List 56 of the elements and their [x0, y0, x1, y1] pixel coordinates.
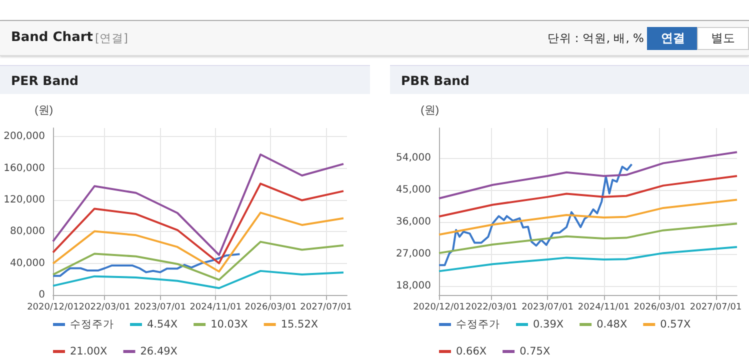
x-tick-label: 2023/07/01 [134, 302, 186, 312]
x-tick-label: 2026/03/01 [634, 302, 686, 312]
y-tick-label: 36,000 [396, 216, 431, 228]
line-series [52, 253, 241, 277]
legend-label: 26.49X [140, 346, 178, 358]
x-tick-label: 2024/11/01 [578, 302, 630, 312]
legend-label: 4.54X [147, 318, 178, 330]
line-series [438, 151, 738, 200]
legend-label: 0.75X [520, 346, 550, 358]
line-series [52, 154, 344, 256]
y-axis-title: (원) [34, 104, 53, 116]
line-series [438, 198, 738, 236]
y-tick-label: 45,000 [396, 184, 431, 196]
line-series [438, 246, 738, 272]
y-tick-label: 40,000 [10, 258, 45, 269]
y-tick-label: 80,000 [10, 226, 45, 238]
x-tick-label: 2027/07/01 [300, 302, 352, 312]
y-tick-label: 200,000 [4, 131, 45, 142]
y-tick-label: 0 [38, 290, 45, 300]
x-tick-label: 2020/12/01 [27, 302, 79, 312]
x-tick-label: 2027/07/01 [690, 302, 742, 312]
line-series [52, 212, 344, 273]
line-series [438, 174, 738, 218]
y-tick-label: 18,000 [396, 280, 431, 292]
text: [연결] [95, 31, 128, 46]
line-series [438, 163, 633, 266]
legend-label: 21.00X [70, 346, 108, 358]
line-series [52, 270, 344, 290]
legend-label: 15.52X [280, 318, 318, 330]
line-series [438, 222, 738, 254]
legend-label: 0.48X [596, 318, 628, 330]
line-series [52, 240, 344, 281]
x-tick-label: 2020/12/01 [413, 302, 465, 312]
legend-label: 수정주가 [456, 318, 500, 330]
y-tick-label: 27,000 [396, 248, 431, 260]
x-tick-label: 2023/07/01 [522, 302, 574, 312]
x-tick-label: 2022/03/01 [465, 302, 518, 312]
text: 연결 [647, 27, 699, 50]
legend-label: 0.39X [533, 318, 564, 330]
chart-title: PBR Band [390, 65, 749, 94]
y-tick-label: 120,000 [4, 194, 45, 206]
text: Band Chart [11, 30, 93, 45]
text: 단위 : 억원, 배, % [547, 31, 644, 46]
x-tick-label: 2024/11/01 [190, 302, 242, 312]
y-tick-label: 160,000 [4, 162, 45, 174]
legend-label: 10.03X [210, 318, 248, 330]
x-tick-label: 2026/03/01 [244, 302, 297, 312]
chart-title: PER Band [0, 65, 370, 94]
y-axis-title: (원) [420, 104, 439, 116]
line-series [52, 182, 344, 264]
y-tick-label: 54,000 [396, 152, 431, 164]
legend-label: 0.57X [660, 318, 691, 330]
legend-label: 수정주가 [70, 318, 114, 330]
x-tick-label: 2022/03/01 [78, 302, 131, 312]
legend-label: 0.66X [456, 346, 487, 358]
text: 별도 [697, 27, 749, 50]
